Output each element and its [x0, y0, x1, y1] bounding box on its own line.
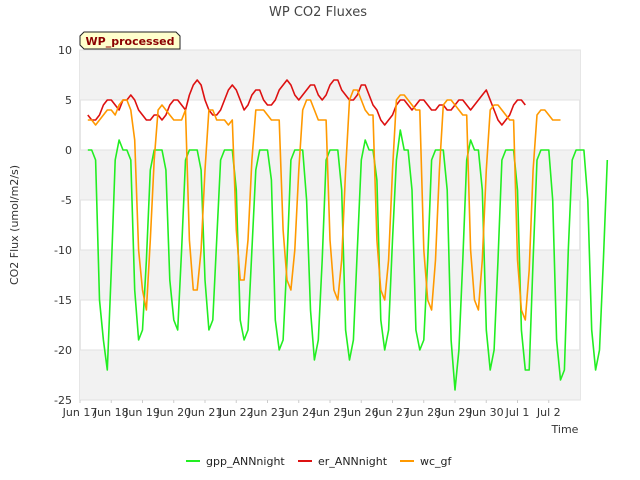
x-tick-label: Jun 22: [218, 406, 254, 419]
y-tick-label: -20: [54, 344, 72, 357]
y-tick-label: 5: [65, 94, 72, 107]
y-tick-label: 10: [58, 44, 72, 57]
processed-badge-label: WP_processed: [86, 35, 175, 48]
x-tick-label: Jun 26: [343, 406, 379, 419]
x-tick-label: Jun 29: [437, 406, 473, 419]
series-line-wc: [87, 89, 561, 321]
x-tick-label: Jun 24: [280, 406, 316, 419]
x-tick-label: Jun 21: [187, 406, 223, 419]
x-tick-label: Jun 17: [62, 406, 98, 419]
x-tick-label: Jun 27: [374, 406, 410, 419]
legend-label-wc: wc_gf: [420, 455, 453, 468]
x-tick-label: Jun 23: [249, 406, 285, 419]
x-tick-label: Jun 25: [312, 406, 348, 419]
x-tick-label: Jun 20: [155, 406, 191, 419]
x-tick-label: Jun 28: [405, 406, 441, 419]
plot-lines: [87, 79, 609, 391]
plot-band: [80, 250, 580, 300]
processed-badge: WP_processed: [79, 31, 181, 50]
plot-band: [80, 50, 580, 100]
x-tick-label: Jul 2: [536, 406, 561, 419]
y-axis-label: CO2 Flux (umol/m2/s): [8, 165, 21, 285]
legend-label-gpp: gpp_ANNnight: [206, 455, 285, 468]
y-tick-label: -10: [54, 244, 72, 257]
legend: gpp_ANNnight er_ANNnight wc_gf: [186, 455, 453, 468]
legend-label-er: er_ANNnight: [318, 455, 388, 468]
chart-title: WP CO2 Fluxes: [269, 5, 367, 20]
x-axis-label: Time: [551, 423, 579, 436]
y-tick-label: -25: [54, 394, 72, 407]
x-tick-label: Jun 30: [468, 406, 504, 419]
x-tick-label: Jun 18: [93, 406, 129, 419]
plot-band: [80, 350, 580, 400]
x-tick-label: Jul 1: [505, 406, 530, 419]
y-axis: -25 -20 -15 -10 -5 0 5 10: [54, 44, 72, 407]
y-tick-label: -15: [54, 294, 72, 307]
x-tick-label: Jun 19: [124, 406, 160, 419]
y-tick-label: -5: [61, 194, 72, 207]
series-line-er: [87, 79, 526, 126]
y-tick-label: 0: [65, 144, 72, 157]
